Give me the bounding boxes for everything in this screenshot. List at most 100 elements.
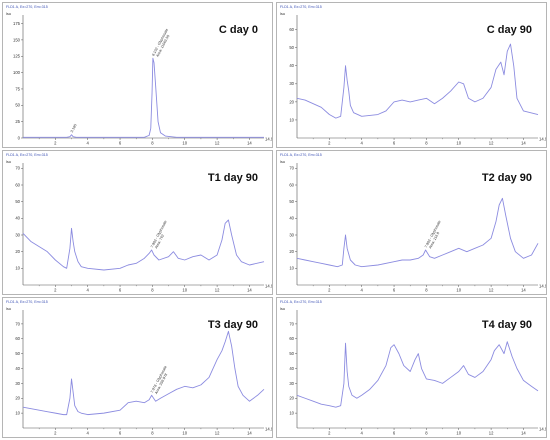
x-tick-label: 8	[151, 141, 154, 146]
y-tick-label: 20	[289, 396, 294, 401]
x-tick-label: 10	[182, 431, 187, 436]
x-tick-label: 12	[489, 431, 494, 436]
chart-title: T2 day 90	[482, 172, 532, 184]
y-tick-label: 20	[289, 249, 294, 254]
y-tick-label: 25	[15, 119, 20, 124]
y-tick-label: 30	[289, 81, 294, 86]
x-tick-label: 4	[87, 141, 90, 146]
chart-title: C day 0	[219, 24, 258, 36]
chart-svg: FLD1 A, Ex=270, Em=315 lsu 10 20 30 40 50 60 70 2…	[280, 153, 546, 293]
y-tick-label: 50	[15, 199, 20, 204]
x-tick-label: 8	[151, 288, 154, 293]
peak-label: 8.102 - GlyphosateArea: 11063.56	[151, 28, 173, 59]
chart-panel-t1-day-90: FLD1 A, Ex=270, Em=315 lsu 10 20 30 40 50 60 70 2…	[2, 150, 273, 295]
x-tick-label: 8	[151, 431, 154, 436]
x-tick-label: 10	[456, 141, 461, 146]
x-tick-label: 14	[521, 431, 526, 436]
x-tick-label: 4	[87, 288, 90, 293]
detector-header: FLD1 A, Ex=270, Em=315	[280, 300, 322, 304]
y-unit-label: lsu	[280, 159, 285, 164]
x-tick-label: 2	[54, 288, 57, 293]
y-tick-label: 20	[289, 99, 294, 104]
x-tick-label: 14	[247, 141, 252, 146]
chromatogram-trace	[296, 43, 539, 119]
y-tick-label: 75	[15, 86, 20, 91]
x-tick-label: 14	[247, 431, 252, 436]
y-tick-label: 50	[15, 103, 20, 108]
chart-panel-c-day-0: FLD1 A, Ex=270, Em=315 lsu 0 25 50 75 100 125 15…	[2, 2, 273, 148]
y-tick-label: 60	[15, 336, 20, 341]
x-max-label: 14.9	[539, 284, 546, 289]
x-tick-label: 2	[328, 431, 331, 436]
x-tick-label: 6	[119, 141, 122, 146]
peak-label-line: 3.185	[70, 123, 78, 133]
y-tick-label: 60	[289, 27, 294, 32]
y-tick-label: 40	[289, 216, 294, 221]
y-tick-label: 0	[18, 135, 21, 140]
y-tick-label: 40	[15, 366, 20, 371]
chromatogram-trace	[22, 330, 265, 416]
x-tick-label: 4	[361, 141, 364, 146]
x-tick-label: 12	[489, 141, 494, 146]
x-max-label: 14.9	[265, 137, 272, 142]
chart-title: T4 day 90	[482, 319, 532, 331]
y-tick-label: 50	[289, 45, 294, 50]
chart-svg: FLD1 A, Ex=270, Em=315 lsu 0 25 50 75 100 125 15…	[6, 5, 272, 146]
y-tick-label: 70	[15, 321, 20, 326]
y-tick-label: 60	[15, 182, 20, 187]
x-tick-label: 14	[521, 141, 526, 146]
chart-panel-c-day-90: FLD1 A, Ex=270, Em=315 lsu 10 20 30 40 50 60 2 4 6…	[276, 2, 547, 148]
chromatogram-trace	[296, 197, 539, 268]
x-tick-label: 6	[119, 431, 122, 436]
y-tick-label: 30	[289, 232, 294, 237]
x-max-label: 14.9	[539, 427, 546, 432]
x-tick-label: 10	[456, 431, 461, 436]
y-tick-label: 50	[289, 351, 294, 356]
x-tick-label: 8	[425, 141, 428, 146]
y-tick-label: 30	[15, 232, 20, 237]
chart-title: C day 90	[487, 24, 532, 36]
y-unit-label: lsu	[6, 11, 11, 16]
chart-panel-t3-day-90: FLD1 A, Ex=270, Em=315 lsu 10 20 30 40 50 60 70 2…	[2, 297, 273, 438]
y-tick-label: 70	[289, 166, 294, 171]
x-tick-label: 6	[393, 431, 396, 436]
detector-header: FLD1 A, Ex=270, Em=315	[6, 153, 48, 157]
chart-panel-t4-day-90: FLD1 A, Ex=270, Em=315 lsu 10 20 30 40 50 60 70 2…	[276, 297, 547, 438]
y-tick-label: 40	[15, 216, 20, 221]
x-tick-label: 8	[425, 431, 428, 436]
x-tick-label: 4	[361, 288, 364, 293]
y-tick-label: 175	[13, 21, 21, 26]
chart-svg: FLD1 A, Ex=270, Em=315 lsu 10 20 30 40 50 60 70 2…	[6, 153, 272, 293]
x-tick-label: 12	[215, 431, 220, 436]
y-tick-label: 125	[13, 54, 21, 59]
x-tick-label: 6	[119, 288, 122, 293]
y-unit-label: lsu	[280, 306, 285, 311]
detector-header: FLD1 A, Ex=270, Em=315	[6, 5, 48, 9]
chromatogram-trace	[22, 219, 265, 271]
chromatogram-trace	[296, 341, 539, 408]
x-tick-label: 2	[328, 141, 331, 146]
y-tick-label: 20	[15, 396, 20, 401]
y-tick-label: 40	[289, 63, 294, 68]
y-unit-label: lsu	[6, 159, 11, 164]
peak-label: 7.978 - GlyphosateArea: 338.978	[150, 365, 172, 396]
y-tick-label: 70	[15, 166, 20, 171]
detector-header: FLD1 A, Ex=270, Em=315	[6, 300, 48, 304]
y-tick-label: 10	[289, 266, 294, 271]
y-tick-label: 60	[289, 336, 294, 341]
chart-title: T1 day 90	[208, 172, 258, 184]
x-tick-label: 6	[393, 288, 396, 293]
peak-label: 3.185	[70, 123, 78, 133]
peak-label: 7.983 - GlyphosateArea: 116.8	[424, 220, 446, 251]
chart-svg: FLD1 A, Ex=270, Em=315 lsu 10 20 30 40 50 60 70 2…	[280, 300, 546, 436]
y-tick-label: 60	[289, 182, 294, 187]
x-tick-label: 4	[87, 431, 90, 436]
detector-header: FLD1 A, Ex=270, Em=315	[280, 5, 322, 9]
chart-svg: FLD1 A, Ex=270, Em=315 lsu 10 20 30 40 50 60 2 4 6…	[280, 5, 546, 146]
detector-header: FLD1 A, Ex=270, Em=315	[280, 153, 322, 157]
x-tick-label: 4	[361, 431, 364, 436]
x-tick-label: 14	[247, 288, 252, 293]
y-tick-label: 10	[289, 411, 294, 416]
y-tick-label: 10	[289, 117, 294, 122]
x-tick-label: 10	[182, 141, 187, 146]
